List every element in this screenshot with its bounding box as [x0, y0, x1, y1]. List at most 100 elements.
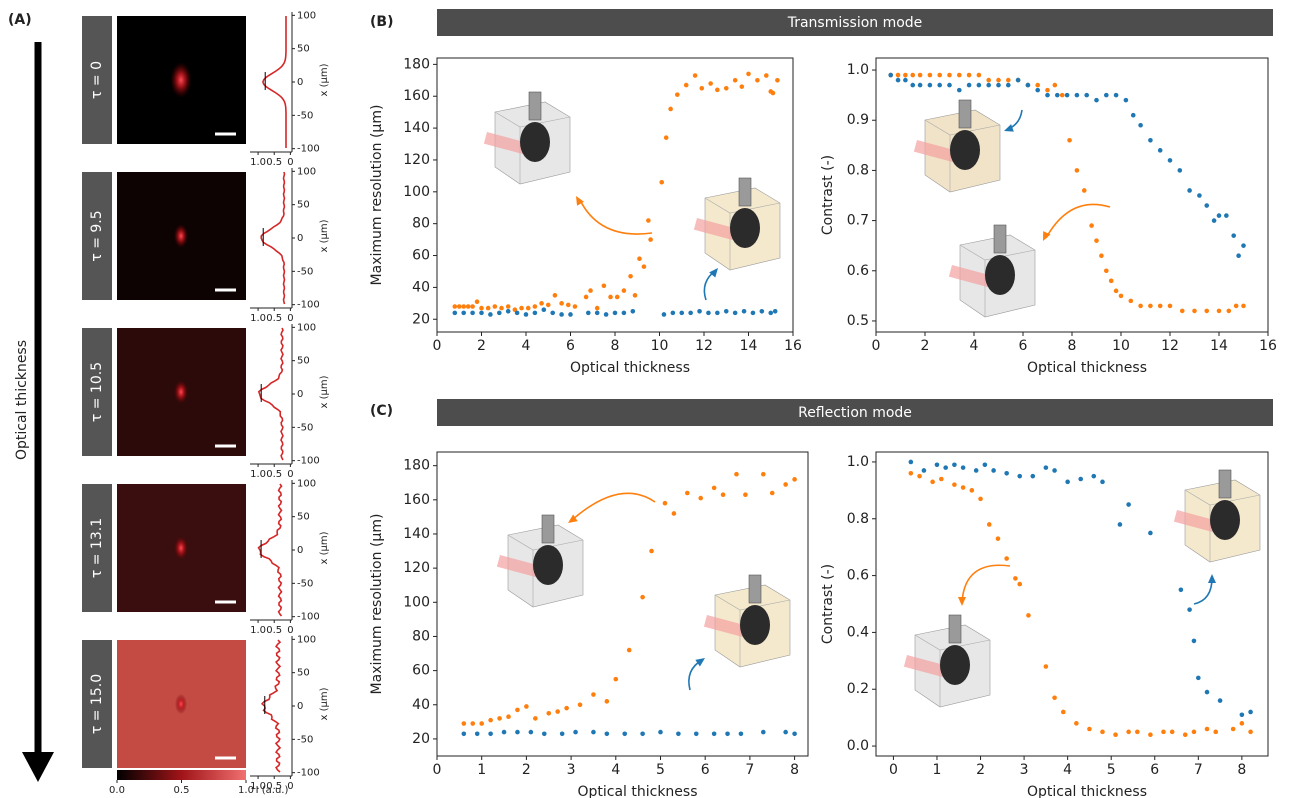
colorbar-tick-label: 0.0 [109, 785, 125, 796]
inset-beam [1173, 510, 1216, 532]
data-point [612, 310, 618, 316]
data-point [1052, 695, 1057, 701]
data-point [1192, 308, 1197, 314]
data-point [564, 705, 569, 711]
y-tick-label: 0 [297, 701, 303, 712]
x-tick-label: 0 [433, 762, 442, 778]
arrow-head [695, 658, 705, 667]
arrow-head [1004, 124, 1014, 132]
data-point [1167, 303, 1173, 309]
arrow-head [576, 196, 584, 206]
arrow-head [709, 268, 718, 278]
x-tick-label: 8 [1237, 762, 1246, 778]
data-point [1128, 298, 1134, 304]
data-point [957, 72, 962, 78]
x-tick-label: 0.5 [266, 781, 282, 792]
beam-spot [175, 694, 187, 714]
device-inset [1173, 469, 1261, 563]
y-tick-label: -50 [297, 110, 313, 121]
data-point [1035, 82, 1040, 88]
data-point [1196, 675, 1201, 681]
data-point [755, 78, 760, 83]
data-point [541, 307, 547, 312]
data-point [947, 82, 952, 88]
x-tick-label: 8 [611, 338, 620, 354]
tau-tag [82, 328, 112, 456]
data-point [515, 729, 520, 735]
data-point [1241, 303, 1246, 309]
y-tick-label: 60 [412, 248, 430, 264]
data-point [934, 462, 940, 468]
data-point [614, 294, 620, 300]
data-point [1094, 238, 1099, 243]
y-tick-label: 1.0 [847, 62, 869, 78]
inset-post [528, 91, 542, 121]
data-point [1118, 293, 1124, 299]
data-point [969, 488, 975, 493]
data-point [995, 536, 1001, 541]
data-point [741, 308, 747, 314]
data-point [1067, 138, 1072, 143]
data-point [1204, 689, 1210, 695]
x-tick-label: 3 [567, 762, 576, 778]
data-point [1182, 732, 1188, 737]
inset-beam [483, 132, 526, 154]
inset-beam [703, 615, 746, 637]
inset-post [748, 574, 762, 604]
data-point [711, 731, 717, 737]
data-point [676, 731, 681, 737]
data-point [461, 731, 467, 737]
data-point [1148, 138, 1153, 143]
data-point [1239, 712, 1245, 718]
data-point [939, 476, 944, 482]
data-point [649, 548, 654, 554]
x-tick-label: 2 [522, 762, 531, 778]
data-point [1177, 168, 1183, 173]
x-tick-label: 6 [1150, 762, 1159, 778]
x-tick-label: 5 [1107, 762, 1116, 778]
data-point [519, 305, 524, 311]
data-point [505, 304, 511, 309]
data-point [565, 302, 571, 308]
y-tick-label: 100 [403, 184, 430, 200]
data-point [479, 721, 484, 726]
data-point [591, 692, 596, 697]
data-point [591, 729, 596, 735]
data-point [917, 82, 923, 88]
data-point [930, 479, 935, 485]
data-point [488, 312, 493, 317]
y-tick-label: 0 [297, 545, 303, 556]
y-tick-label: 180 [403, 56, 430, 72]
data-point [1087, 726, 1092, 732]
data-point [937, 82, 942, 88]
data-point [908, 471, 914, 476]
data-point [506, 714, 511, 720]
data-point [594, 305, 600, 311]
y-tick-label: 160 [403, 492, 430, 508]
inset-beam [496, 555, 539, 577]
arrow-head [22, 752, 54, 782]
data-point [1043, 664, 1049, 669]
tau-label: τ = 10.5 [89, 362, 105, 422]
inset-post [958, 99, 972, 129]
y-tick-label: 140 [403, 526, 430, 542]
data-point [746, 71, 751, 77]
data-point [628, 273, 633, 279]
data-point [470, 304, 475, 309]
data-point [1026, 613, 1031, 618]
data-point [1130, 112, 1136, 118]
x-tick-label: 3 [1020, 762, 1029, 778]
data-point [461, 310, 467, 316]
data-point [1006, 82, 1011, 88]
device-inset [693, 177, 781, 271]
data-point [621, 310, 627, 316]
data-point [770, 90, 776, 96]
data-point [699, 85, 705, 91]
data-point [725, 731, 730, 737]
data-point [750, 310, 756, 316]
y-axis-label: x (μm) [319, 687, 330, 720]
data-point [943, 465, 948, 470]
data-point [903, 72, 908, 78]
y-axis-label: x (μm) [319, 63, 330, 96]
data-point [1055, 92, 1060, 98]
